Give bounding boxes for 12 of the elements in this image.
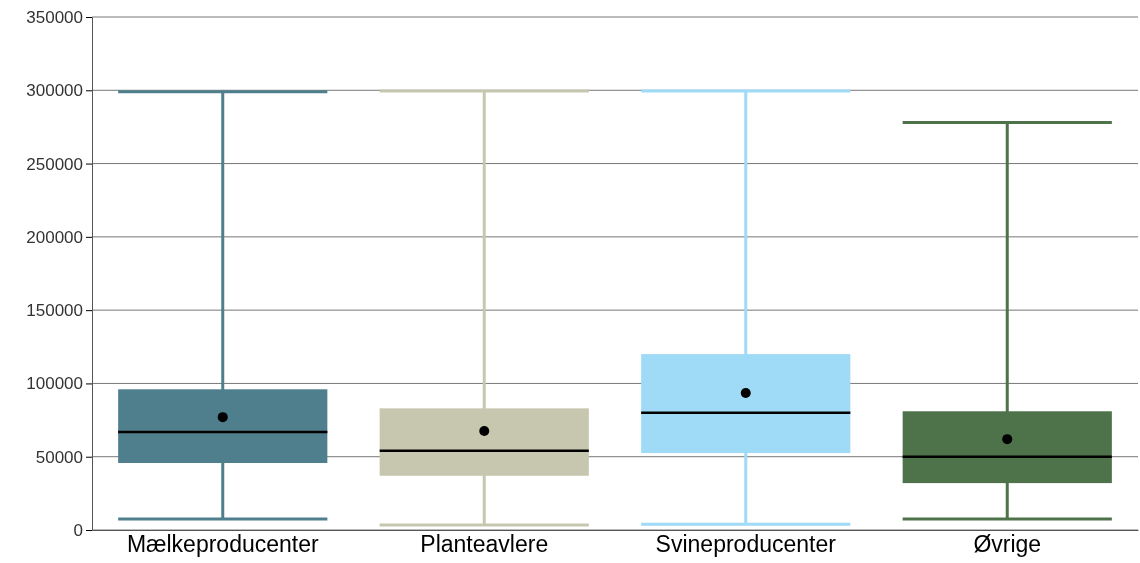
y-tick-label: 300000 (26, 81, 83, 101)
y-tick-label: 50000 (35, 447, 83, 467)
x-tick-label: Mælkeproducenter (126, 531, 319, 558)
y-tick-label: 200000 (26, 227, 83, 247)
y-tick-label: 0 (73, 520, 83, 540)
y-tick-label: 250000 (26, 154, 83, 174)
y-tick-label: 150000 (26, 301, 83, 321)
x-tick-label: Svineproducenter (655, 531, 837, 558)
y-tick-label: 350000 (26, 7, 83, 27)
x-tick-label: Planteavlere (420, 531, 549, 558)
y-tick-label: 100000 (26, 374, 83, 394)
x-tick-label: Øvrige (973, 531, 1042, 558)
